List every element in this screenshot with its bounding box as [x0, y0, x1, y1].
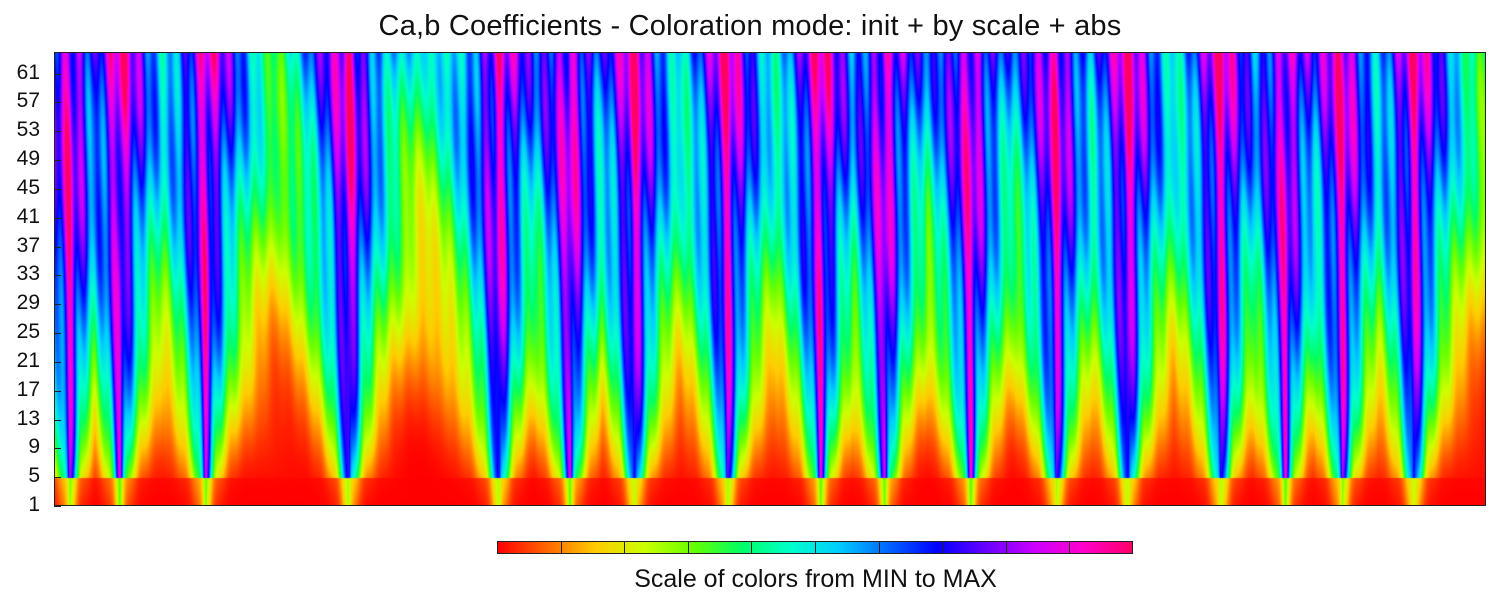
y-tick-mark [54, 73, 61, 75]
colorbar-label: Scale of colors from MIN to MAX [634, 565, 997, 593]
y-tick-mark [54, 246, 61, 248]
y-tick-label: 1 [28, 493, 40, 516]
y-tick-label: 17 [16, 377, 40, 401]
y-tick-mark [54, 217, 61, 219]
y-tick-mark [54, 160, 61, 162]
y-tick-label: 57 [16, 89, 40, 113]
coefficient-heatmap [55, 53, 1485, 505]
y-tick-label: 49 [16, 147, 40, 171]
y-tick-mark [54, 304, 61, 306]
y-tick-mark [54, 188, 61, 190]
y-tick-label: 29 [16, 291, 40, 315]
y-tick-label: 61 [16, 60, 40, 84]
y-tick-mark [54, 477, 61, 479]
y-tick-mark [54, 390, 61, 392]
colorbar-tick [751, 541, 753, 554]
y-tick-label: 33 [16, 262, 40, 286]
y-tick-label: 45 [16, 175, 40, 199]
y-tick-label: 13 [16, 406, 40, 430]
y-tick-label: 9 [28, 435, 40, 459]
y-tick-mark [54, 448, 61, 450]
y-tick-mark [54, 102, 61, 104]
y-tick-mark [54, 419, 61, 421]
y-tick-label: 5 [28, 464, 40, 488]
colorbar-tick [687, 541, 689, 554]
y-tick-mark [54, 333, 61, 335]
y-tick-mark [54, 131, 61, 133]
y-tick-mark [54, 506, 61, 507]
y-tick-label: 25 [16, 320, 40, 344]
colorbar-tick [560, 541, 562, 554]
y-tick-label: 41 [16, 204, 40, 228]
colorbar-tick [942, 541, 944, 554]
colorbar-tick [624, 541, 626, 554]
y-tick-mark [54, 361, 61, 363]
colorbar-tick [1005, 541, 1007, 554]
heatmap-plot-area [54, 52, 1486, 506]
chart-title: Ca,b Coefficients - Coloration mode: ini… [378, 10, 1122, 42]
colorbar-tick [1069, 541, 1071, 554]
colorbar-tick [815, 541, 816, 554]
y-tick-label: 37 [16, 233, 40, 257]
y-tick-mark [54, 275, 61, 277]
colorbar-tick [878, 541, 880, 554]
y-tick-label: 21 [16, 348, 40, 372]
y-tick-label: 53 [16, 118, 40, 142]
